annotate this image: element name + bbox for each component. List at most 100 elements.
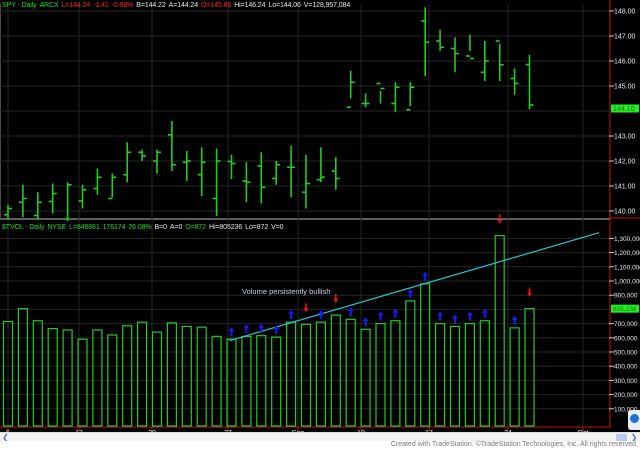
volume-bar [449,325,461,427]
last-volume-label: 805,236 [613,306,637,313]
up-arrow-icon [407,288,414,298]
up-arrow-shaft [394,312,397,318]
volume-bar [47,327,58,427]
price-axis-label: 145.00 [614,84,636,91]
up-arrow-shaft [483,312,486,318]
up-arrow-shaft [439,315,442,321]
scroll-right-button[interactable]: ❯ [630,433,638,442]
up-arrow-shaft [424,275,427,281]
volume-axis-label: 500,000 [614,350,638,357]
up-arrow-icon [511,315,518,325]
volume-bar [211,335,222,427]
up-arrow-head [228,327,235,332]
up-arrow-head [407,288,414,293]
volume-volume: V=0 [271,224,284,231]
volume-bar [32,320,43,427]
volume-axis-label: 900,000 [614,293,638,300]
last-volume-badge [611,304,639,313]
scroll-left-button[interactable]: ❮ [2,433,9,442]
up-arrow-head [511,315,518,320]
up-arrow-shaft [468,315,471,321]
up-arrow-head [288,310,295,315]
chart-canvas[interactable]: 6132027Sep101724Oct148.00147.00146.00145… [0,0,640,437]
volume-bar [92,329,103,427]
up-arrow-shaft [275,329,278,335]
volume-axis-label: 600,000 [614,335,638,342]
up-arrow-icon [362,317,369,327]
down-arrow-head [497,219,503,224]
volume-bar [345,318,356,427]
volume-header: $TVOL - Daily NYSE L=846881 176174 26.08% B=0… [2,224,286,231]
volume-bars [2,234,535,427]
up-arrow-shaft [349,311,352,317]
up-arrow-head [362,317,369,322]
up-arrow-icon [422,271,429,281]
horizontal-scrollbar[interactable]: ❮ ❯ [0,432,640,442]
up-arrow-shaft [260,327,263,333]
volume-bar [315,321,326,427]
up-arrow-head [422,271,429,276]
volume-bar [464,323,475,427]
price-axis-label: 146.00 [614,59,636,66]
price-low: Lo=144.06 [268,2,301,9]
up-arrow-shaft [290,314,293,320]
volume-bar [122,325,133,427]
price-open: O=145.86 [201,2,232,9]
volume-trendline [229,232,600,342]
volume-low: Lo=872 [245,224,269,231]
up-arrow-head [377,311,384,316]
up-arrow-head [347,307,354,312]
last-price-label: 144.10 [613,106,635,113]
volume-bar [62,329,73,427]
scroll-thumb[interactable] [616,434,627,441]
teamviewer-icon[interactable] [628,410,640,430]
price-last: L=144.24 [61,2,91,9]
price-net-change: -1.41 [93,2,109,9]
volume-bar [107,334,118,427]
price-high: Hi=146.24 [234,2,266,9]
down-arrow-shaft [305,303,307,310]
volume-bar [166,322,177,427]
price-axis-label: 142.00 [614,159,636,166]
volume-last: L=846881 [69,224,100,231]
volume-axis-label: 200,000 [614,392,638,399]
volume-bar [509,327,520,427]
down-arrow-shaft [528,287,531,294]
up-arrow-shaft [245,328,248,334]
copyright-text: Created with TradeStation. ©TradeStation… [390,441,638,448]
up-arrow-icon [481,308,488,318]
price-axis-label: 141.00 [614,184,636,191]
down-arrow-shaft [498,214,501,221]
up-arrow-head [466,311,473,316]
up-arrow-icon [347,307,354,317]
up-arrow-head [258,323,265,328]
volume-bar [181,325,192,427]
up-arrow-icon [452,314,458,324]
up-arrow-icon [392,308,399,318]
price-pct-change: -0.98% [111,2,134,9]
price-symbol: SPY - Daily [2,2,37,9]
price-axis-label: 147.00 [614,34,636,41]
up-arrow-icon [273,325,280,335]
volume-axis-label: 400,000 [614,364,638,371]
tradestation-chart[interactable]: 6132027Sep101724Oct148.00147.00146.00145… [0,0,640,437]
down-arrow-head [333,299,339,304]
volume-bar [256,335,267,427]
volume-bar [524,308,535,427]
volume-symbol: $TVOL - Daily [2,224,45,231]
down-arrow-icon [527,287,532,297]
volume-bar [435,323,446,427]
volume-bar [226,338,237,427]
price-axis-label: 148.00 [614,9,636,16]
up-arrow-head [437,311,444,316]
volume-axis-label: 1,100,000 [614,264,640,271]
volume-bar [77,338,88,427]
volume-bar [196,326,207,427]
price-header: SPY - Daily ARCX L=144.24 -1.41 -0.98% B=144.… [2,2,353,9]
price-exchange: ARCX [39,2,59,9]
up-arrow-icon [258,323,265,333]
up-arrow-shaft [409,292,412,298]
volume-axis-label: 300,000 [614,378,638,385]
price-volume: V=128,957,084 [303,2,351,9]
up-arrow-shaft [364,321,367,327]
